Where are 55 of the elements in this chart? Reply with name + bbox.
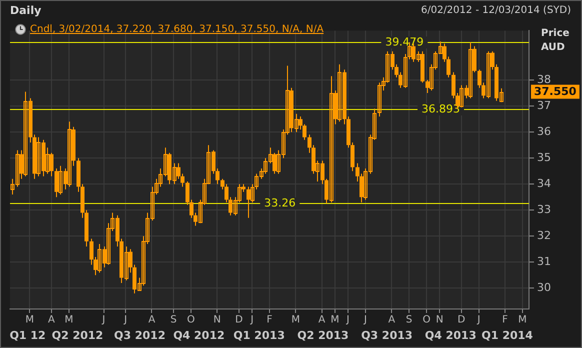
candlestick xyxy=(68,121,72,188)
x-tick-label: M xyxy=(64,314,74,326)
x-tick-label: S xyxy=(406,314,412,326)
candlestick xyxy=(468,42,472,99)
text: 37.550 xyxy=(534,85,577,98)
x-tick-label: A xyxy=(48,314,56,326)
y-tick-label: 34 xyxy=(537,176,551,190)
x-tick-label: A xyxy=(148,314,156,326)
x-tick-label: N xyxy=(213,314,221,326)
y-tick-label: 32 xyxy=(537,229,551,242)
x-tick-label: D xyxy=(235,314,244,326)
text: Q4 2013 xyxy=(424,328,476,342)
x-tick-label: D xyxy=(458,314,466,326)
text: Q4 2012 xyxy=(173,328,225,342)
text: Q3 2013 xyxy=(361,328,413,342)
x-tick-label: O xyxy=(422,314,431,326)
ref-line-label: 33.26 xyxy=(264,196,296,210)
ref-line-label: 39.479 xyxy=(385,35,424,48)
annotation: Cndl, 3/02/2014, 37.220, 37.680, 37.150, 37.550, N/A, N/A xyxy=(30,24,324,35)
text: Q1 12 xyxy=(10,328,46,342)
text: Q1 2013 xyxy=(233,328,285,342)
x-tick-label: J xyxy=(123,314,128,326)
candlestick xyxy=(246,186,250,218)
x-tick-label: O xyxy=(187,314,196,326)
y-tick-label: 33 xyxy=(537,202,551,216)
text: Q2 2013 xyxy=(297,328,349,342)
x-tick-label: M xyxy=(25,314,34,326)
x-tick-label: M xyxy=(291,314,300,326)
y-axis-title: Price AUD xyxy=(541,27,570,55)
x-tick-label: A xyxy=(318,314,326,326)
chart-title: Daily xyxy=(10,4,42,17)
y-tick-label: 36 xyxy=(537,124,551,138)
x-tick-label: A xyxy=(388,314,396,326)
text: Q1 2014 xyxy=(481,328,534,342)
x-tick-label: F xyxy=(266,314,273,326)
x-tick-label: F xyxy=(502,314,508,326)
x-tick-label: S xyxy=(170,314,177,326)
y-tick-label: 35 xyxy=(537,150,551,164)
y-tick-label: 37 xyxy=(537,98,551,112)
candlestick xyxy=(54,168,58,198)
x-tick-label: J xyxy=(250,314,254,326)
x-tick-label: J xyxy=(362,314,367,326)
x-tick-label: J xyxy=(101,314,106,326)
x-tick-label: J xyxy=(476,314,480,326)
x-tick-label: M xyxy=(518,314,527,326)
text: Q2 2012 xyxy=(52,328,104,342)
x-tick-label: N xyxy=(436,314,444,326)
x-tick-label: J xyxy=(346,314,350,326)
y-tick-label: 30 xyxy=(537,281,551,294)
chart-subtitle: 6/02/2012 - 12/03/2014 (SYD) xyxy=(420,5,571,16)
y-tick-label: 38 xyxy=(537,72,551,86)
ref-line-label: 36.893 xyxy=(422,102,460,116)
y-tick-label: 31 xyxy=(537,255,551,268)
x-tick-label: M xyxy=(330,314,340,326)
text: Q3 2012 xyxy=(114,328,166,342)
